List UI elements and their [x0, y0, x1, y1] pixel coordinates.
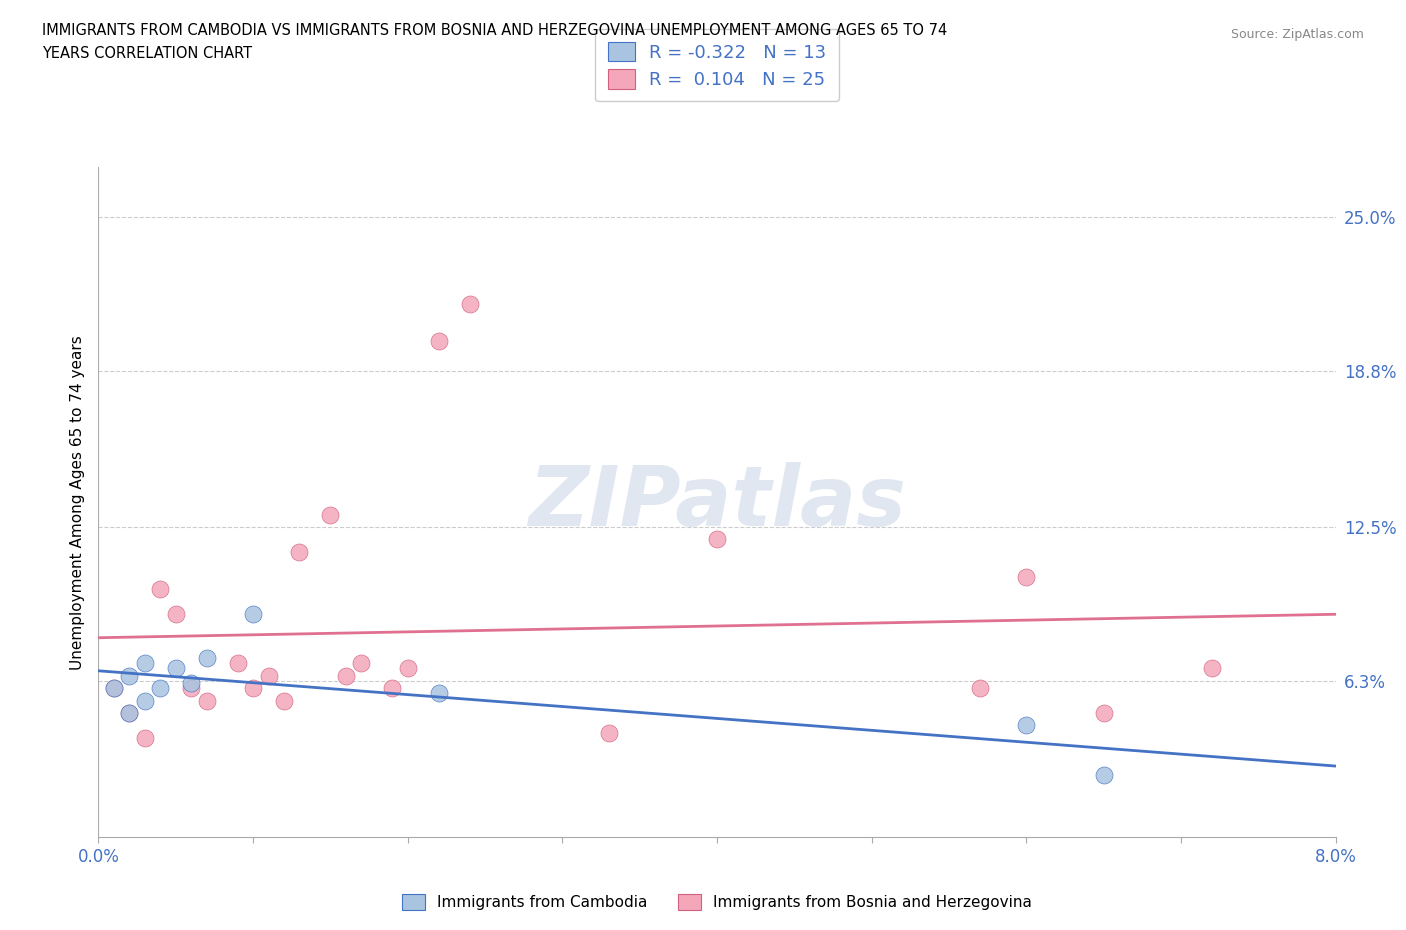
Point: [242, 681, 264, 696]
Point: [350, 656, 373, 671]
Point: [706, 532, 728, 547]
Point: [1201, 661, 1223, 676]
Point: [226, 656, 249, 671]
Point: [242, 606, 264, 621]
Point: [381, 681, 404, 696]
Point: [118, 706, 141, 721]
Point: [1092, 706, 1115, 721]
Point: [118, 669, 141, 684]
Text: YEARS CORRELATION CHART: YEARS CORRELATION CHART: [42, 46, 252, 61]
Point: [195, 651, 218, 666]
Point: [165, 661, 187, 676]
Point: [1092, 767, 1115, 782]
Point: [134, 656, 156, 671]
Text: IMMIGRANTS FROM CAMBODIA VS IMMIGRANTS FROM BOSNIA AND HERZEGOVINA UNEMPLOYMENT : IMMIGRANTS FROM CAMBODIA VS IMMIGRANTS F…: [42, 23, 948, 38]
Point: [257, 669, 280, 684]
Legend: Immigrants from Cambodia, Immigrants from Bosnia and Herzegovina: Immigrants from Cambodia, Immigrants fro…: [396, 888, 1038, 916]
Point: [396, 661, 419, 676]
Point: [427, 334, 450, 349]
Point: [319, 507, 342, 522]
Point: [118, 706, 141, 721]
Point: [134, 730, 156, 745]
Point: [1015, 718, 1038, 733]
Point: [969, 681, 991, 696]
Point: [1015, 569, 1038, 584]
Point: [180, 676, 202, 691]
Point: [195, 693, 218, 708]
Point: [180, 681, 202, 696]
Point: [103, 681, 125, 696]
Y-axis label: Unemployment Among Ages 65 to 74 years: Unemployment Among Ages 65 to 74 years: [69, 335, 84, 670]
Point: [149, 581, 172, 596]
Point: [427, 685, 450, 700]
Point: [335, 669, 357, 684]
Point: [273, 693, 295, 708]
Point: [458, 297, 481, 312]
Text: Source: ZipAtlas.com: Source: ZipAtlas.com: [1230, 28, 1364, 41]
Point: [134, 693, 156, 708]
Point: [288, 544, 311, 559]
Point: [598, 725, 620, 740]
Point: [149, 681, 172, 696]
Point: [103, 681, 125, 696]
Point: [165, 606, 187, 621]
Text: ZIPatlas: ZIPatlas: [529, 461, 905, 543]
